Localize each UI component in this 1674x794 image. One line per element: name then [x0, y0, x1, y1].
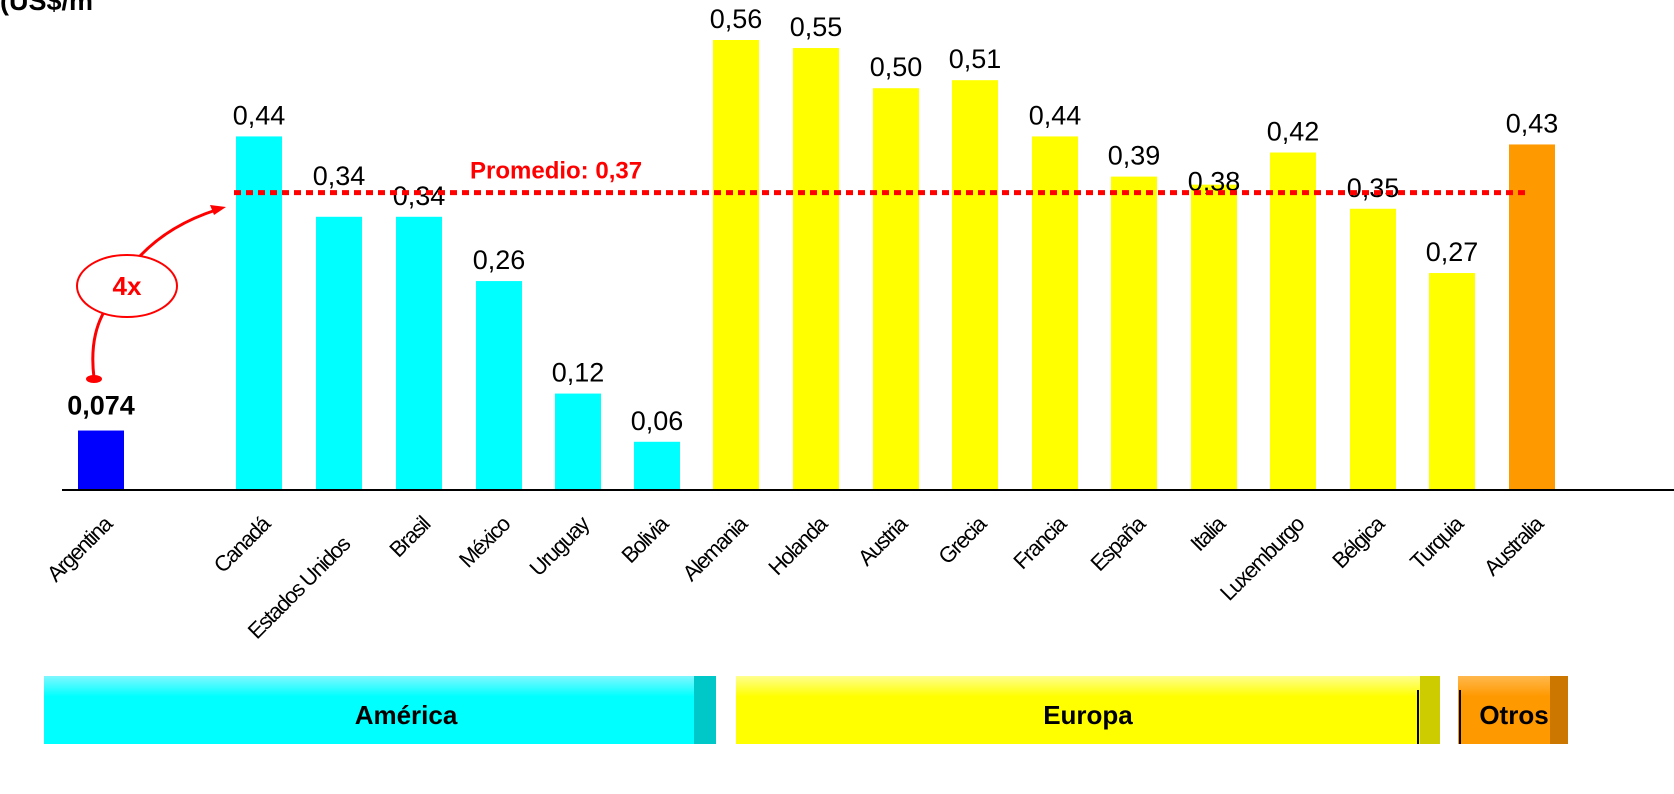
value-labels-group: 0,074 0,44 0,34 0,34 0,26 0,12 0,06 0,56 0,55 0,5…	[67, 4, 1558, 436]
bar-uruguay	[555, 393, 601, 490]
category-label: Grecia	[933, 510, 992, 569]
region-band-fill	[736, 676, 1440, 744]
category-label: España	[1085, 510, 1151, 576]
category-label: Holanda	[763, 510, 833, 580]
annotation-dot	[86, 375, 102, 383]
region-band-shade	[694, 676, 716, 744]
value-label: 0,074	[67, 391, 135, 421]
unit-label: (US$/m	[0, 0, 93, 16]
bar-austria	[873, 88, 919, 490]
category-label: Canadá	[209, 510, 276, 577]
region-band-shade	[1420, 676, 1440, 744]
bar-francia	[1032, 136, 1078, 490]
category-label: Australia	[1479, 510, 1549, 580]
value-label: 0,55	[790, 12, 843, 42]
category-label: Bélgica	[1327, 510, 1390, 573]
region-band-america: América	[44, 676, 716, 744]
bar-estados-unidos	[316, 216, 362, 491]
region-band-europa: Europa	[736, 676, 1440, 744]
annotation-arrowhead	[210, 205, 226, 215]
value-label: 0,35	[1347, 173, 1400, 203]
average-label: Promedio: 0,37	[470, 158, 642, 185]
category-label: Alemania	[677, 510, 753, 586]
bar-méxico	[476, 281, 522, 490]
multiplier-annotation: 4x	[76, 205, 226, 383]
region-label: América	[355, 700, 458, 730]
bar-canadá	[236, 136, 282, 490]
category-label: Luxemburgo	[1215, 511, 1309, 605]
region-band-fill	[1458, 676, 1568, 744]
value-label: 0,27	[1426, 237, 1479, 267]
category-label: Francia	[1008, 510, 1072, 574]
bar-holanda	[793, 48, 839, 491]
bar-turquia	[1429, 273, 1475, 490]
bar-bolivia	[634, 441, 680, 490]
value-label: 0,12	[552, 358, 605, 388]
value-label: 0,50	[870, 52, 923, 82]
region-band-fill	[44, 676, 716, 744]
bar-australia	[1509, 144, 1555, 490]
category-label: Turquia	[1405, 510, 1469, 574]
region-band-shade	[1550, 676, 1568, 744]
bars-group	[78, 40, 1555, 491]
bar-alemania	[713, 40, 759, 490]
value-label: 0,56	[710, 4, 763, 34]
region-label: Europa	[1043, 700, 1133, 730]
value-label: 0,34	[313, 161, 366, 191]
bar-grecia	[952, 80, 998, 490]
value-label: 0,39	[1108, 141, 1161, 171]
bar-españa	[1111, 176, 1157, 490]
annotation-ellipse	[76, 254, 178, 318]
category-label: México	[454, 511, 515, 572]
bar-bélgica	[1350, 208, 1396, 490]
bar-brasil	[396, 216, 442, 491]
category-label: Argentina	[42, 510, 118, 586]
category-label: Italia	[1185, 510, 1231, 556]
value-label: 0,44	[233, 100, 286, 130]
value-label: 0,43	[1506, 108, 1559, 138]
category-label: Brasil	[384, 511, 435, 562]
region-bands: América Europa Otros	[44, 676, 1568, 744]
region-label: Otros	[1479, 700, 1548, 730]
region-band-otros: Otros	[1458, 676, 1568, 744]
value-label: 0,44	[1029, 100, 1082, 130]
bar-argentina	[78, 430, 124, 490]
category-label: Estados Unidos	[243, 531, 356, 644]
category-label: Austria	[853, 510, 913, 570]
value-label: 0,42	[1267, 117, 1320, 147]
value-label: 0,26	[473, 245, 526, 275]
bar-italia	[1191, 184, 1237, 490]
value-label: 0,51	[949, 44, 1002, 74]
bar-luxemburgo	[1270, 152, 1316, 490]
category-label: Bolivia	[616, 510, 674, 568]
value-label: 0,06	[631, 406, 684, 436]
category-label: Uruguay	[524, 511, 594, 581]
annotation-label: 4x	[113, 271, 142, 301]
value-label: 0,34	[393, 181, 446, 211]
